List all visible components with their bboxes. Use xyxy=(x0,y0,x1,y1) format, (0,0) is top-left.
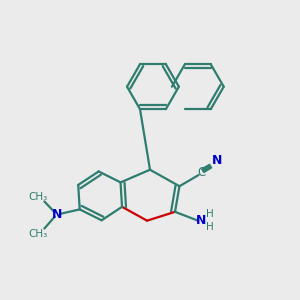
Text: N: N xyxy=(52,208,62,221)
Text: H: H xyxy=(206,222,214,233)
Text: N: N xyxy=(212,154,222,167)
Text: C: C xyxy=(197,166,206,178)
Text: CH₃: CH₃ xyxy=(28,229,47,239)
Text: H: H xyxy=(206,209,214,219)
Text: CH₃: CH₃ xyxy=(28,192,47,202)
Text: N: N xyxy=(196,214,207,227)
